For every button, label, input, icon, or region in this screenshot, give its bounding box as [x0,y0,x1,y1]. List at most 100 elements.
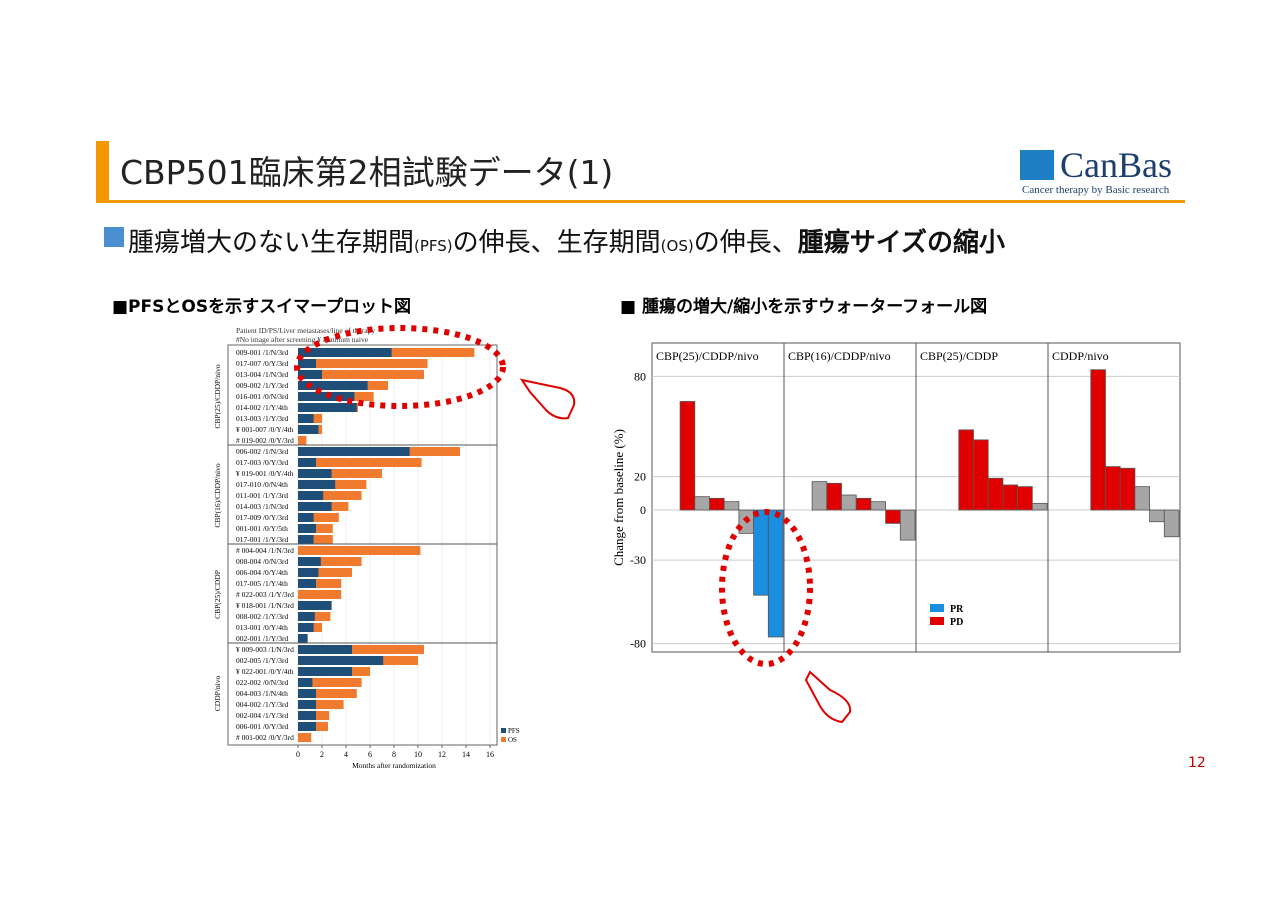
os-bar [298,579,342,588]
bar [709,497,725,511]
pfs-bar [298,381,368,390]
bar [679,401,696,511]
os-bar [298,678,362,687]
patient-label: # 001-002 /0/Y/3rd [236,733,294,742]
patient-label: 017-007 /0/Y/3rd [236,359,289,368]
patient-label: 004-003 /1/N/4th [236,689,288,698]
pfs-bar [298,513,314,522]
pfs-bar [298,623,314,632]
patient-label: 017-005 /1/Y/4th [236,579,288,588]
pfs-bar [298,678,313,687]
x-tick-label: 14 [462,750,470,759]
bar [841,494,857,511]
legend-swatch [930,604,944,612]
slide-title: CBP501臨床第2相試験データ(1) [120,153,614,192]
bar [870,501,887,511]
pfs-bar [298,568,319,577]
pfs-bar [298,491,324,500]
y-tick-label: -30 [630,553,646,567]
pfs-bar [298,502,332,511]
patient-label: # 019-002 /0/Y/3rd [236,436,294,445]
highlight-ellipse [719,509,813,667]
pfs-bar [298,689,316,698]
os-bar [298,491,362,500]
patient-label: 022-002 /0/N/3rd [236,678,289,687]
patient-label: 011-001 /1/Y/3rd [236,491,288,500]
pfs-bar [298,711,316,720]
patient-label: 002-001 /1/Y/3rd [236,634,289,643]
pointer-hand [519,378,576,420]
subtitle-part: の伸長、生存期間 [452,228,661,258]
bar [987,477,1004,511]
os-bar [298,700,344,709]
bullet-icon [104,227,124,247]
patient-label: ¥ 009-003 /1/N/3rd [236,645,294,654]
title-rule [96,200,1185,203]
patient-label: 013-001 /0/Y/4th [236,623,288,632]
section-heading: ■ 腫瘍の増大/縮小を示すウォーターフォール図 [620,297,988,317]
x-axis-label: Months after randomization [352,761,436,770]
patient-label: 001-001 /0/Y/5th [236,524,288,533]
patient-label: 017-001 /1/Y/3rd [236,535,289,544]
patient-label: 009-001 /1/N/3rd [236,348,289,357]
x-tick-label: 0 [296,750,300,759]
group-label: CDDP/nivo [213,676,222,712]
pfs-bar [298,403,357,412]
panel-title: CDDP/nivo [1052,349,1109,363]
os-bar [298,469,382,478]
bar [899,509,916,541]
bar [811,481,828,511]
patient-label: 014-003 /1/N/3rd [236,502,289,511]
os-bar [298,370,424,379]
x-tick-label: 12 [438,750,446,759]
patient-label: 016-001 /0/N/3rd [236,392,289,401]
pfs-bar [298,359,316,368]
legend-swatch [501,737,506,742]
pfs-bar [298,535,314,544]
patient-label: 008-002 /1/Y/3rd [236,612,289,621]
bar [1031,502,1048,511]
title-accent [96,141,109,201]
x-tick-label: 8 [392,750,396,759]
legend-label: PFS [508,727,520,735]
bar [1119,467,1136,511]
patient-label: 006-004 /0/Y/4th [236,568,288,577]
pfs-bar [298,601,332,610]
patient-label: 017-003 /0/Y/3rd [236,458,289,467]
panel-title: CBP(25)/CDDP/nivo [656,349,759,363]
bar [1163,509,1180,538]
y-axis-label: Change from baseline (%) [611,429,626,566]
os-bar [298,546,421,555]
panel-title: CBP(25)/CDDP [920,349,998,363]
patient-label: 002-005 /1/Y/3rd [236,656,289,665]
pfs-bar [298,414,314,423]
patient-label: 014-002 /1/Y/4th [236,403,288,412]
bar [767,509,784,638]
legend-swatch [930,617,944,625]
patient-label: # 022-003 /1/Y/3rd [236,590,294,599]
os-bar [298,557,362,566]
subtitle-part: (OS) [660,237,694,255]
patient-label: ¥ 018-001 /1/N/3rd [236,601,294,610]
os-bar [298,436,307,445]
subtitle-part: の伸長、 [693,228,798,258]
plot-frame [227,344,498,746]
os-bar [298,733,312,742]
legend-label: PD [950,617,963,628]
bar [1017,486,1033,511]
panel-title: CBP(16)/CDDP/nivo [788,349,891,363]
page-number: 12 [1188,755,1206,771]
legend-swatch [501,728,506,733]
patient-label: 004-002 /1/Y/3rd [236,700,289,709]
pfs-bar [298,524,316,533]
patient-label: 002-004 /1/Y/3rd [236,711,289,720]
group-label: CBP(25)/CDDP [213,570,222,619]
pfs-bar [298,458,316,467]
legend-label: OS [508,736,517,744]
os-bar [298,645,424,654]
subtitle: 腫瘍増大のない生存期間(PFS)の伸長、生存期間(OS)の伸長、腫瘍サイズの縮小 [128,222,1005,259]
bar [973,439,989,511]
bar [753,509,769,596]
